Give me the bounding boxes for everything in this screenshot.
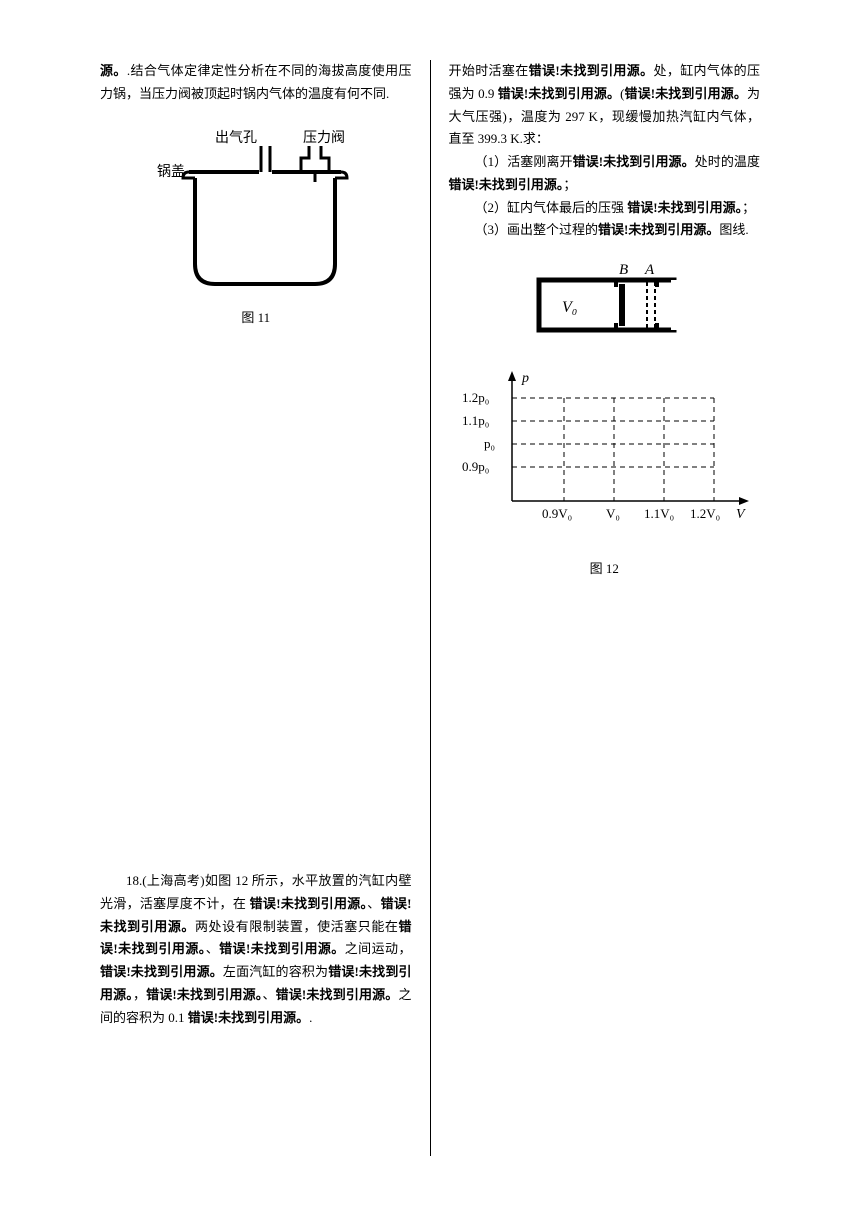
y-axis-label: p	[521, 371, 529, 386]
p1-body: .结合气体定律定性分析在不同的海拔高度使用压力锅，当压力阀被顶起时锅内气体的温度…	[100, 63, 411, 101]
figure-12-cylinder: B A V₀	[449, 260, 761, 348]
y-tick-3: 0.9p₀	[462, 459, 489, 474]
spacer	[100, 340, 412, 870]
q2-b: ；	[742, 200, 755, 215]
cyl-outer	[539, 280, 674, 330]
cyl-label-a: A	[644, 262, 655, 278]
sep-4: 、	[262, 987, 275, 1002]
sep-3: ，	[133, 987, 146, 1002]
p18: 18.(上海高考)如图 12 所示，水平放置的汽缸内壁光滑，活塞厚度不计，在 错…	[100, 870, 412, 1029]
y-tick-2: p₀	[484, 436, 495, 451]
pot-body	[195, 178, 335, 284]
y-arrow	[508, 371, 516, 381]
err-8: 错误!未找到引用源。	[276, 987, 399, 1002]
valve-shape	[301, 146, 329, 182]
q3-b: 图线.	[719, 222, 748, 237]
q1: （1）活塞刚离开错误!未找到引用源。处时的温度错误!未找到引用源。；	[449, 151, 761, 197]
q18-num: 18.	[126, 873, 142, 888]
cyl-label-b: B	[619, 262, 628, 278]
err-9: 错误!未找到引用源。	[188, 1010, 309, 1025]
pressure-cooker-diagram: 出气孔 压力阀 锅盖	[151, 124, 361, 294]
grid-lines	[512, 398, 714, 501]
q2: （2）缸内气体最后的压强 错误!未找到引用源。；	[449, 197, 761, 220]
y-tick-1: 1.1p₀	[462, 413, 489, 428]
sep-1: 、	[367, 896, 380, 911]
r-err-3: 错误!未找到引用源。	[624, 86, 747, 101]
cylinder-diagram: B A V₀	[519, 260, 689, 340]
q2-err: 错误!未找到引用源。	[627, 200, 742, 215]
t-b: 两处设有限制装置，使活塞只能在	[195, 919, 399, 934]
r-err-1: 错误!未找到引用源。	[529, 63, 654, 78]
t-d: 之间运动，	[345, 941, 412, 956]
stop-b-bot	[614, 323, 618, 330]
q3: （3）画出整个过程的错误!未找到引用源。图线.	[449, 219, 761, 242]
q1-b: 处时的温度	[695, 154, 760, 169]
stop-a-top	[655, 280, 659, 287]
t-tail: .	[309, 1010, 312, 1025]
figure-12-graph: 1.2p₀ 1.1p₀ p₀ 0.9p₀ 0.9V₀ V₀ 1.1V₀ 1.2V…	[449, 366, 761, 581]
left-column: 源。.结合气体定律定性分析在不同的海拔高度使用压力锅，当压力阀被顶起时锅内气体的…	[100, 60, 430, 1156]
x-tick-0: 0.9V₀	[542, 506, 572, 521]
stop-b-top	[614, 280, 618, 287]
figure-11: 出气孔 压力阀 锅盖 图 11	[100, 124, 412, 331]
err-5: 错误!未找到引用源。	[100, 964, 223, 979]
p1: 源。.结合气体定律定性分析在不同的海拔高度使用压力锅，当压力阀被顶起时锅内气体的…	[100, 60, 412, 106]
r1-a: 开始时活塞在	[449, 63, 529, 78]
label-lid: 锅盖	[157, 164, 185, 180]
err-1: 错误!未找到引用源。	[250, 896, 368, 911]
y-tick-0: 1.2p₀	[462, 390, 489, 405]
pv-graph: 1.2p₀ 1.1p₀ p₀ 0.9p₀ 0.9V₀ V₀ 1.1V₀ 1.2V…	[454, 366, 754, 536]
x-tick-2: 1.1V₀	[644, 506, 674, 521]
r-err-2: 错误!未找到引用源。	[498, 86, 620, 101]
x-tick-1: V₀	[606, 506, 620, 521]
cyl-v0: V₀	[562, 299, 577, 316]
fig12-caption: 图 12	[449, 558, 761, 581]
q1-err-2: 错误!未找到引用源。	[449, 177, 564, 192]
q1-c: ；	[563, 177, 576, 192]
piston-b	[619, 284, 625, 326]
label-out-hole: 出气孔	[215, 130, 257, 146]
x-tick-3: 1.2V₀	[690, 506, 720, 521]
fig11-caption: 图 11	[100, 307, 412, 330]
x-axis-label: V	[736, 507, 746, 522]
p1-prefix: 源。	[100, 63, 127, 78]
stop-a-bot	[655, 323, 659, 330]
q2-a: （2）缸内气体最后的压强	[475, 200, 628, 215]
q3-a: （3）画出整个过程的	[475, 222, 599, 237]
q1-err-1: 错误!未找到引用源。	[573, 154, 695, 169]
q3-err: 错误!未找到引用源。	[598, 222, 719, 237]
label-valve: 压力阀	[303, 130, 345, 146]
q1-a: （1）活塞刚离开	[475, 154, 573, 169]
right-column: 开始时活塞在错误!未找到引用源。处，缸内气体的压强为 0.9 错误!未找到引用源…	[431, 60, 761, 1156]
r1: 开始时活塞在错误!未找到引用源。处，缸内气体的压强为 0.9 错误!未找到引用源…	[449, 60, 761, 151]
t-e: 左面汽缸的容积为	[223, 964, 328, 979]
err-7: 错误!未找到引用源。	[146, 987, 262, 1002]
sep-2: 、	[206, 941, 219, 956]
x-arrow	[739, 497, 749, 505]
err-4: 错误!未找到引用源。	[219, 941, 345, 956]
